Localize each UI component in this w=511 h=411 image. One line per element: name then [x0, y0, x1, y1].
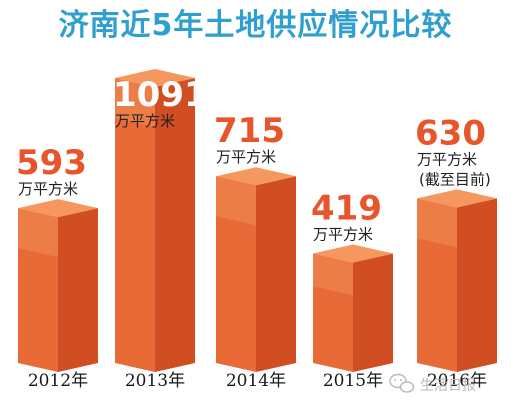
- bar-top-face: [417, 189, 497, 208]
- data-label-value: 715: [214, 111, 285, 151]
- data-label-value: 1091: [113, 75, 208, 115]
- data-label-unit: 万平方米: [115, 112, 175, 130]
- bar-2016年: [417, 189, 497, 372]
- x-tick-label: 2015年: [323, 371, 383, 391]
- data-label-unit: 万平方米: [216, 148, 276, 166]
- x-tick-label: 2013年: [125, 371, 185, 391]
- bar-side-face: [256, 176, 296, 372]
- data-label-value: 419: [311, 189, 382, 229]
- data-label-value: 593: [16, 143, 87, 183]
- bar-2015年: [313, 244, 393, 372]
- data-label-unit: 万平方米: [313, 226, 373, 244]
- bar-front-face: [216, 176, 256, 372]
- x-tick-label: 2012年: [28, 371, 88, 391]
- watermark: 生活日报: [389, 373, 476, 394]
- wechat-icon: [389, 373, 415, 393]
- data-label-note: (截至目前): [419, 170, 491, 188]
- data-label-value: 630: [415, 113, 486, 153]
- bar-top-face: [115, 69, 195, 87]
- bar-highlight: [313, 253, 353, 296]
- bar-2012年: [18, 199, 98, 372]
- chart-title: 济南近5年土地供应情况比较: [58, 8, 453, 43]
- bar-top-face: [18, 199, 98, 218]
- bar-2014年: [216, 167, 296, 372]
- bar-highlight: [417, 198, 457, 248]
- data-label-unit: 万平方米: [18, 180, 78, 198]
- bar-2013年: [115, 69, 195, 372]
- bar-highlight: [216, 176, 256, 226]
- bar-top-face: [313, 244, 393, 263]
- labels-layer: 2012年593万平方米2013年1091万平方米2014年715万平方米201…: [16, 75, 491, 391]
- data-label-unit: 万平方米: [417, 150, 477, 168]
- watermark-text: 生活日报: [420, 378, 476, 394]
- bar-side-face: [457, 198, 497, 372]
- bar-top-face: [216, 167, 296, 186]
- bar-side-face: [155, 78, 195, 372]
- bar-side-face: [353, 253, 393, 372]
- bar-side-face: [58, 208, 98, 372]
- bar-highlight: [115, 78, 155, 127]
- bars-layer: [18, 69, 497, 372]
- x-tick-label: 2014年: [226, 371, 286, 391]
- bar-highlight: [18, 208, 58, 258]
- bar-front-face: [115, 78, 155, 372]
- x-tick-label: 2016年: [427, 371, 487, 391]
